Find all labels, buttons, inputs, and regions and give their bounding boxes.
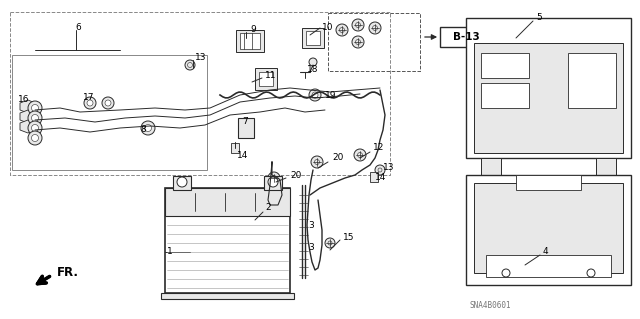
Circle shape	[375, 165, 385, 175]
Circle shape	[185, 60, 195, 70]
Circle shape	[268, 177, 278, 187]
Circle shape	[369, 22, 381, 34]
Text: 19: 19	[325, 91, 337, 100]
Bar	[10, 12, 390, 175]
Circle shape	[28, 101, 42, 115]
Polygon shape	[20, 110, 35, 123]
Text: 9: 9	[250, 26, 256, 34]
Text: 11: 11	[265, 70, 276, 79]
Bar	[240, 33, 260, 49]
Bar	[474, 183, 623, 273]
Circle shape	[84, 97, 96, 109]
Circle shape	[31, 135, 38, 142]
Circle shape	[31, 115, 38, 122]
Bar	[236, 30, 264, 52]
Bar	[481, 158, 501, 176]
Bar	[481, 83, 529, 108]
Text: 14: 14	[237, 151, 248, 160]
Bar	[165, 188, 290, 216]
Text: 4: 4	[543, 248, 548, 256]
Text: 5: 5	[536, 13, 541, 23]
Circle shape	[587, 269, 595, 277]
Circle shape	[268, 172, 280, 184]
Circle shape	[325, 238, 335, 248]
Bar	[238, 118, 254, 138]
Text: 3: 3	[308, 220, 314, 229]
Text: 2: 2	[265, 204, 271, 212]
Bar	[264, 176, 282, 190]
Circle shape	[352, 19, 364, 31]
Bar	[481, 53, 529, 78]
Circle shape	[336, 24, 348, 36]
Circle shape	[354, 149, 366, 161]
Bar	[466, 18, 631, 158]
Circle shape	[31, 124, 38, 131]
Circle shape	[141, 121, 155, 135]
Bar	[302, 28, 324, 48]
Circle shape	[145, 124, 152, 131]
Bar	[328, 13, 420, 71]
Circle shape	[28, 121, 42, 135]
Text: 13: 13	[383, 164, 394, 173]
Text: 6: 6	[75, 24, 81, 33]
Circle shape	[105, 100, 111, 106]
Circle shape	[502, 269, 510, 277]
Text: 8: 8	[140, 125, 146, 135]
Text: 12: 12	[373, 144, 385, 152]
Text: B-13: B-13	[452, 32, 479, 42]
Polygon shape	[20, 100, 35, 113]
Bar	[474, 43, 623, 153]
Text: 17: 17	[83, 93, 95, 101]
Text: 15: 15	[343, 234, 355, 242]
Text: 20: 20	[332, 153, 344, 162]
Bar	[165, 188, 290, 293]
Bar	[516, 175, 581, 190]
Text: 14: 14	[375, 174, 387, 182]
Circle shape	[87, 100, 93, 106]
Text: FR.: FR.	[57, 265, 79, 278]
Bar	[259, 72, 273, 86]
Circle shape	[28, 131, 42, 145]
Circle shape	[309, 89, 321, 101]
Circle shape	[312, 92, 318, 98]
Text: SNA4B0601: SNA4B0601	[470, 300, 511, 309]
Bar	[370, 172, 378, 182]
Bar	[466, 175, 631, 285]
Bar	[486, 255, 611, 277]
Bar	[568, 53, 616, 108]
Circle shape	[177, 177, 187, 187]
Text: 1: 1	[167, 248, 173, 256]
Circle shape	[31, 105, 38, 112]
Text: 3: 3	[308, 243, 314, 253]
Circle shape	[102, 97, 114, 109]
Text: 10: 10	[322, 23, 333, 32]
Bar	[161, 293, 294, 299]
Polygon shape	[20, 120, 35, 133]
Bar	[596, 158, 616, 176]
Bar	[255, 68, 277, 90]
Circle shape	[311, 156, 323, 168]
Bar	[306, 31, 320, 45]
Circle shape	[309, 58, 317, 66]
Text: 7: 7	[242, 117, 248, 127]
Text: 16: 16	[18, 95, 29, 105]
Circle shape	[28, 111, 42, 125]
Circle shape	[352, 36, 364, 48]
Text: 20: 20	[290, 170, 301, 180]
Bar	[173, 176, 191, 190]
Bar	[231, 143, 239, 153]
Text: 13: 13	[195, 54, 207, 63]
Bar	[12, 55, 207, 170]
Text: 18: 18	[307, 65, 319, 75]
Bar	[440, 27, 492, 47]
